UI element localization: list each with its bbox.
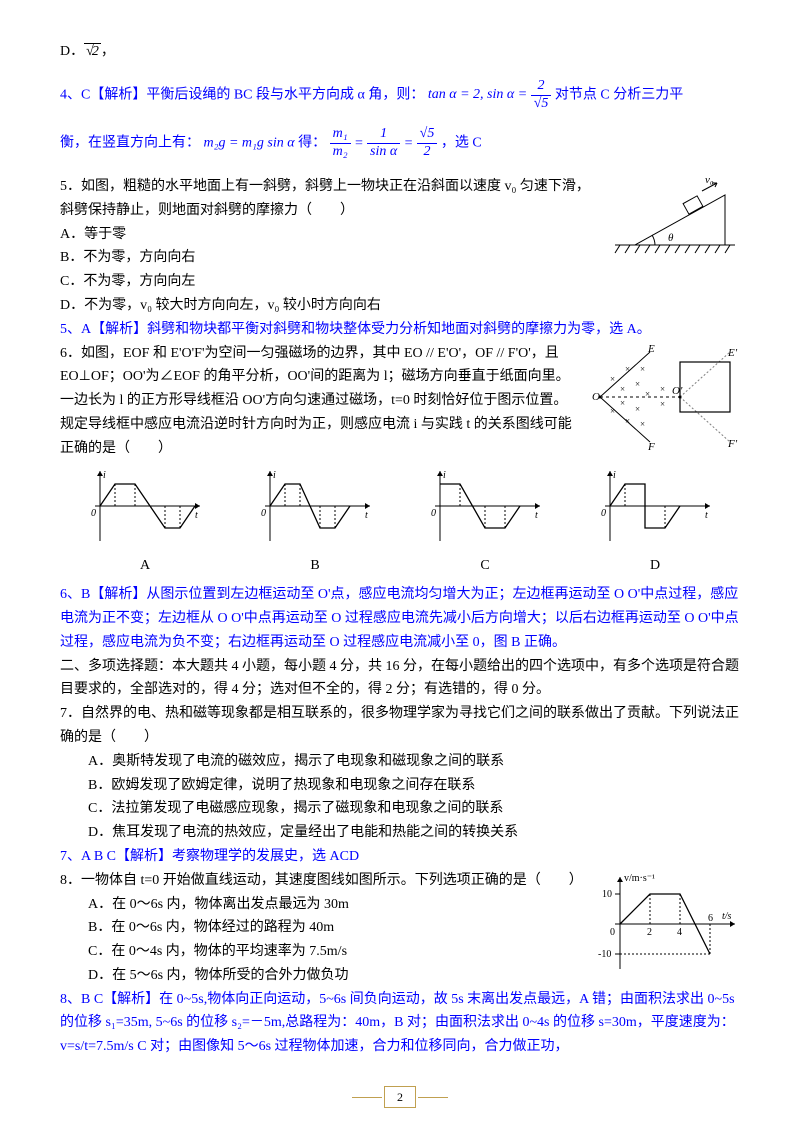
question-8: 8．一物体自 t=0 开始做直线运动，其速度图线如图所示。下列选项正确的是（ ）	[60, 869, 580, 893]
answer-4: 4、C【解析】平衡后设绳的 BC 段与水平方向成 α 角，则： tan α = …	[60, 78, 740, 113]
svg-text:×: ×	[610, 406, 615, 416]
svg-text:θ: θ	[668, 232, 674, 244]
svg-text:0: 0	[610, 927, 615, 938]
q5-opt-a: A．等于零	[60, 223, 600, 247]
page: D．2， 4、C【解析】平衡后设绳的 BC 段与水平方向成 α 角，则： tan…	[0, 0, 800, 1132]
svg-text:i: i	[613, 470, 616, 481]
answer-7: 7、A B C【解析】考察物理学的发展史，选 ACD	[60, 845, 740, 869]
svg-text:2: 2	[647, 927, 652, 938]
svg-text:×: ×	[640, 364, 645, 374]
svg-text:-10: -10	[598, 949, 611, 960]
q8-opt-b: B．在 0～6s 内，物体经过的路程为 40m	[60, 916, 580, 940]
svg-text:×: ×	[645, 389, 650, 399]
svg-text:×: ×	[660, 384, 665, 394]
svg-text:E': E'	[727, 347, 738, 359]
q7-opt-a: A．奥斯特发现了电流的磁效应，揭示了电现象和磁现象之间的联系	[60, 750, 740, 774]
chart-b: i t 0 B	[255, 466, 375, 579]
svg-text:0: 0	[261, 508, 266, 519]
svg-text:×: ×	[635, 379, 640, 389]
q8-opt-a: A．在 0～6s 内，物体离出发点最远为 30m	[60, 893, 580, 917]
q7-opt-c: C．法拉第发现了电磁感应现象，揭示了磁现象和电现象之间的联系	[60, 797, 740, 821]
svg-text:×: ×	[625, 364, 630, 374]
section-2-intro: 二、多项选择题：本大题共 4 小题，每小题 4 分，共 16 分，在每小题给出的…	[60, 655, 740, 703]
svg-text:t/s: t/s	[722, 911, 732, 922]
question-6-row: 6．如图，EOF 和 E'O'F'为空间一匀强磁场的边界，其中 EO // E'…	[60, 342, 740, 461]
svg-text:×: ×	[610, 374, 615, 384]
answer-4-cont: 衡，在竖直方向上有： m₂g = m₁g sin α 得： m₁m₂ = 1si…	[60, 126, 740, 161]
chart-a: i t 0 A	[85, 466, 205, 579]
q8-opt-d: D．在 5～6s 内，物体所受的合外力做负功	[60, 964, 580, 988]
svg-text:v/m·s⁻¹: v/m·s⁻¹	[624, 873, 655, 884]
svg-text:×: ×	[640, 419, 645, 429]
q5-opt-b: B．不为零，方向向右	[60, 246, 600, 270]
chart-d: i t 0 D	[595, 466, 715, 579]
svg-text:4: 4	[677, 927, 682, 938]
q7-opt-d: D．焦耳发现了电流的热效应，定量经出了电能和热能之间的转换关系	[60, 821, 740, 845]
svg-text:F': F'	[727, 438, 738, 450]
answer-6: 6、B【解析】从图示位置到左边框运动至 O'点，感应电流均匀增大为正；左边框再运…	[60, 583, 740, 654]
svg-text:E: E	[647, 343, 655, 355]
svg-text:i: i	[103, 470, 106, 481]
svg-text:F: F	[647, 441, 655, 452]
chart-c: i t 0 C	[425, 466, 545, 579]
svg-text:t: t	[195, 510, 198, 521]
svg-text:10: 10	[602, 889, 612, 900]
question-5-row: 5．如图，粗糙的水平地面上有一斜劈，斜劈上一物块正在沿斜面以速度 v₀ 匀速下滑…	[60, 175, 740, 318]
q5-opt-c: C．不为零，方向向左	[60, 270, 600, 294]
question-5: 5．如图，粗糙的水平地面上有一斜劈，斜劈上一物块正在沿斜面以速度 v₀ 匀速下滑…	[60, 175, 600, 223]
svg-text:×: ×	[660, 399, 665, 409]
svg-text:i: i	[273, 470, 276, 481]
incline-diagram: v₀ θ	[610, 175, 740, 255]
q8-opt-c: C．在 0～4s 内，物体的平均速率为 7.5m/s	[60, 940, 580, 964]
wave-charts: i t 0 A i t 0 B i t 0 C i t 0 D	[60, 466, 740, 579]
svg-text:i: i	[443, 470, 446, 481]
page-number: 2	[350, 1086, 450, 1108]
q5-opt-d: D．不为零，v₀ 较大时方向向左，v₀ 较小时方向向右	[60, 294, 600, 318]
svg-text:t: t	[365, 510, 368, 521]
svg-text:O': O'	[672, 385, 683, 397]
question-6: 6．如图，EOF 和 E'O'F'为空间一匀强磁场的边界，其中 EO // E'…	[60, 342, 580, 461]
velocity-time-graph: v/m·s⁻¹ t/s 10 -10 0 2 4 6	[590, 869, 740, 979]
svg-text:0: 0	[91, 508, 96, 519]
answer-5: 5、A【解析】斜劈和物块都平衡对斜劈和物块整体受力分析知地面对斜劈的摩擦力为零，…	[60, 318, 740, 342]
q7-opt-b: B．欧姆发现了欧姆定律，说明了热现象和电现象之间存在联系	[60, 774, 740, 798]
svg-text:×: ×	[635, 404, 640, 414]
question-7: 7．自然界的电、热和磁等现象都是相互联系的，很多物理学家为寻找它们之间的联系做出…	[60, 702, 740, 750]
svg-text:0: 0	[431, 508, 436, 519]
svg-text:0: 0	[601, 508, 606, 519]
question-8-row: 8．一物体自 t=0 开始做直线运动，其速度图线如图所示。下列选项正确的是（ ）…	[60, 869, 740, 988]
svg-text:6: 6	[708, 913, 713, 924]
answer-8: 8、B C【解析】在 0~5s,物体向正向运动，5~6s 间负向运动，故 5s …	[60, 988, 740, 1059]
magnetic-field-diagram: ××× ××× ××× ××× × E E' F F' O O'	[590, 342, 740, 452]
svg-text:t: t	[705, 510, 708, 521]
svg-text:×: ×	[620, 384, 625, 394]
svg-text:×: ×	[625, 416, 630, 426]
svg-text:t: t	[535, 510, 538, 521]
svg-text:v₀: v₀	[705, 175, 714, 186]
svg-text:×: ×	[620, 398, 625, 408]
option-d: D．2，	[60, 40, 740, 64]
